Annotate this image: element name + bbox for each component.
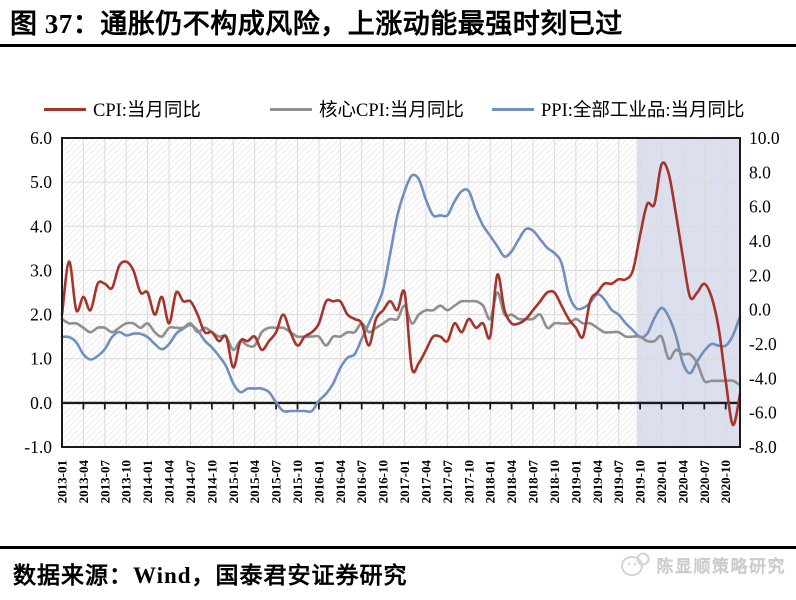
- inflation-line-chart: 6.0 5.0 4.0 3.0 2.0 1.0 0.0 -1.0 10.0 8.0 6.0 4.0 2.…: [24, 128, 780, 504]
- ppi-line-marker-icon: [492, 107, 534, 111]
- svg-text:2014-07: 2014-07: [183, 460, 198, 504]
- svg-text:2.0: 2.0: [749, 265, 771, 285]
- legend-label-core-cpi: 核心CPI:当月同比: [319, 101, 464, 121]
- svg-text:2014-04: 2014-04: [162, 460, 177, 504]
- svg-text:2019-07: 2019-07: [611, 460, 626, 504]
- svg-text:2016-07: 2016-07: [354, 460, 369, 504]
- svg-text:-6.0: -6.0: [749, 403, 777, 423]
- svg-text:10.0: 10.0: [749, 128, 780, 148]
- svg-text:0.0: 0.0: [30, 393, 52, 413]
- svg-text:2013-01: 2013-01: [55, 460, 70, 503]
- svg-text:2020-07: 2020-07: [697, 460, 712, 504]
- data-source: 数据来源：Wind，国泰君安证券研究: [13, 563, 408, 588]
- svg-text:2013-04: 2013-04: [76, 460, 91, 504]
- cpi-line-marker-icon: [44, 107, 86, 111]
- legend-item-core-cpi: 核心CPI:当月同比: [270, 97, 464, 121]
- svg-text:2015-01: 2015-01: [226, 460, 241, 503]
- svg-text:2019-04: 2019-04: [590, 460, 605, 504]
- svg-text:5.0: 5.0: [30, 172, 52, 192]
- svg-text:3.0: 3.0: [30, 260, 52, 280]
- watermark: 陈显顺策略研究: [619, 551, 787, 578]
- svg-text:2015-07: 2015-07: [269, 460, 284, 504]
- svg-text:2013-07: 2013-07: [97, 460, 112, 504]
- svg-text:2020-04: 2020-04: [675, 460, 690, 504]
- svg-text:2019-10: 2019-10: [633, 460, 648, 503]
- svg-text:1.0: 1.0: [30, 349, 52, 369]
- svg-text:2017-07: 2017-07: [440, 460, 455, 504]
- svg-text:2016-01: 2016-01: [311, 460, 326, 503]
- svg-text:2017-01: 2017-01: [397, 460, 412, 503]
- svg-text:6.0: 6.0: [30, 128, 52, 148]
- chart-legend: CPI:当月同比 核心CPI:当月同比 PPI:全部工业品:当月同比: [0, 97, 796, 121]
- legend-item-ppi: PPI:全部工业品:当月同比: [492, 97, 745, 121]
- svg-text:2015-04: 2015-04: [247, 460, 262, 504]
- svg-text:2013-10: 2013-10: [119, 460, 134, 503]
- watermark-text: 陈显顺策略研究: [656, 557, 786, 576]
- svg-text:-1.0: -1.0: [24, 437, 52, 457]
- legend-label-cpi: CPI:当月同比: [93, 101, 201, 121]
- svg-text:2020-10: 2020-10: [718, 460, 733, 503]
- svg-text:-8.0: -8.0: [749, 437, 777, 457]
- svg-text:2018-01: 2018-01: [483, 460, 498, 503]
- svg-text:4.0: 4.0: [30, 216, 52, 236]
- svg-text:-2.0: -2.0: [749, 334, 777, 354]
- svg-text:0.0: 0.0: [749, 300, 771, 320]
- title-divider: [0, 44, 796, 47]
- legend-label-ppi: PPI:全部工业品:当月同比: [541, 101, 745, 121]
- svg-text:4.0: 4.0: [749, 231, 771, 251]
- svg-text:2016-04: 2016-04: [333, 460, 348, 504]
- svg-text:2014-01: 2014-01: [140, 460, 155, 503]
- figure-title: 图 37：通胀仍不构成风险，上涨动能最强时刻已过: [10, 9, 623, 39]
- svg-text:2020-01: 2020-01: [654, 460, 669, 503]
- svg-text:2018-07: 2018-07: [526, 460, 541, 504]
- watermark-logo-icon: [620, 552, 649, 576]
- legend-item-cpi: CPI:当月同比: [44, 97, 201, 121]
- core-cpi-line-marker-icon: [270, 107, 312, 111]
- svg-text:2014-10: 2014-10: [204, 460, 219, 503]
- svg-text:6.0: 6.0: [749, 197, 771, 217]
- svg-text:2017-04: 2017-04: [419, 460, 434, 504]
- svg-text:2018-04: 2018-04: [504, 460, 519, 504]
- footer-divider: [0, 546, 796, 549]
- svg-text:2018-10: 2018-10: [547, 460, 562, 503]
- svg-text:2019-01: 2019-01: [568, 460, 583, 503]
- svg-text:2016-10: 2016-10: [376, 460, 391, 503]
- svg-text:2.0: 2.0: [30, 305, 52, 325]
- svg-text:2017-10: 2017-10: [461, 460, 476, 503]
- svg-text:2015-10: 2015-10: [290, 460, 305, 503]
- svg-text:-4.0: -4.0: [749, 368, 777, 388]
- svg-text:8.0: 8.0: [749, 162, 771, 182]
